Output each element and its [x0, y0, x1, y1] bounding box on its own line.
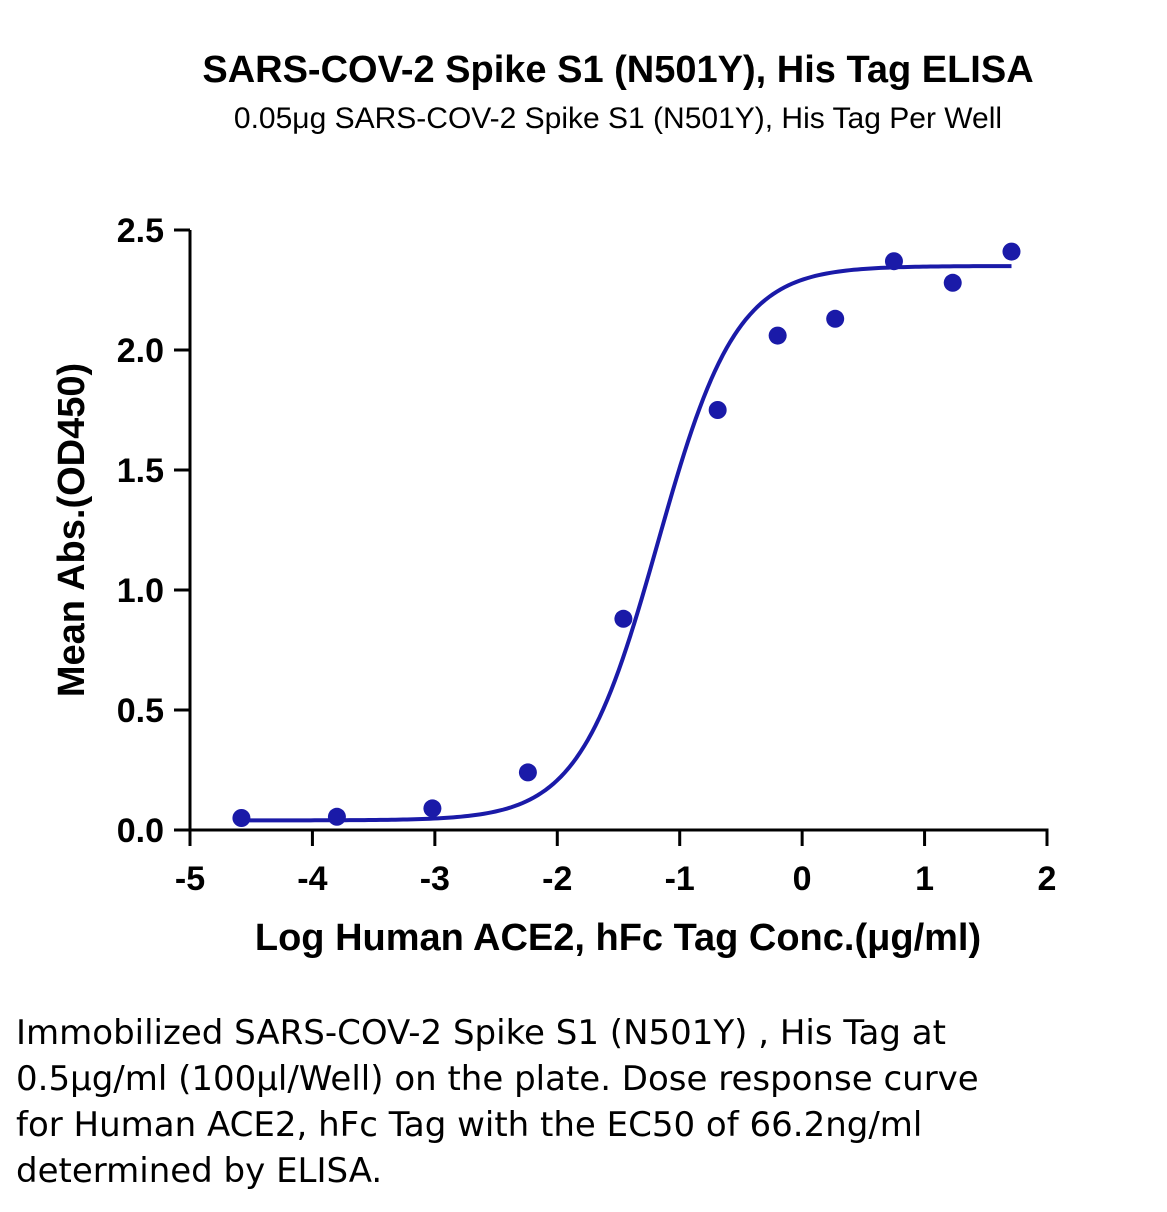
y-axis-label: Mean Abs.(OD450) — [51, 363, 93, 697]
data-point — [884, 252, 903, 271]
x-axis-label: Log Human ACE2, hFc Tag Conc.(μg/ml) — [255, 917, 981, 959]
y-tick-label: 2.5 — [117, 212, 164, 250]
y-tick-label: 0.5 — [117, 692, 164, 730]
x-tick-label: 0 — [793, 860, 812, 898]
data-point — [1002, 242, 1021, 261]
data-point — [708, 401, 727, 419]
figure-caption: Immobilized SARS-COV-2 Spike S1 (N501Y) … — [16, 1013, 979, 1191]
data-point — [826, 309, 845, 328]
x-tick-label: 2 — [1038, 860, 1057, 898]
x-tick-label: -5 — [175, 860, 205, 898]
x-tick-label: -1 — [665, 860, 695, 898]
x-tick-label: 1 — [915, 860, 934, 898]
data-point — [423, 799, 442, 818]
x-tick-label: -2 — [542, 860, 572, 898]
data-point — [327, 807, 346, 826]
elisa-chart: SARS-COV-2 Spike S1 (N501Y), His Tag ELI… — [51, 49, 1057, 959]
data-point — [768, 326, 787, 345]
chart-title: SARS-COV-2 Spike S1 (N501Y), His Tag ELI… — [202, 49, 1033, 91]
y-tick-label: 1.0 — [117, 572, 164, 610]
fit-curve-line — [241, 264, 1012, 823]
data-point — [614, 609, 633, 628]
data-point — [518, 763, 537, 782]
y-tick-label: 1.5 — [117, 452, 164, 490]
y-tick-label: 0.0 — [117, 812, 164, 850]
data-point — [232, 809, 251, 827]
y-tick-label: 2.0 — [117, 332, 164, 370]
data-point — [943, 273, 962, 292]
x-tick-label: -3 — [420, 860, 450, 898]
chart-subtitle: 0.05μg SARS-COV-2 Spike S1 (N501Y), His … — [234, 102, 1002, 135]
x-tick-label: -4 — [297, 860, 327, 898]
